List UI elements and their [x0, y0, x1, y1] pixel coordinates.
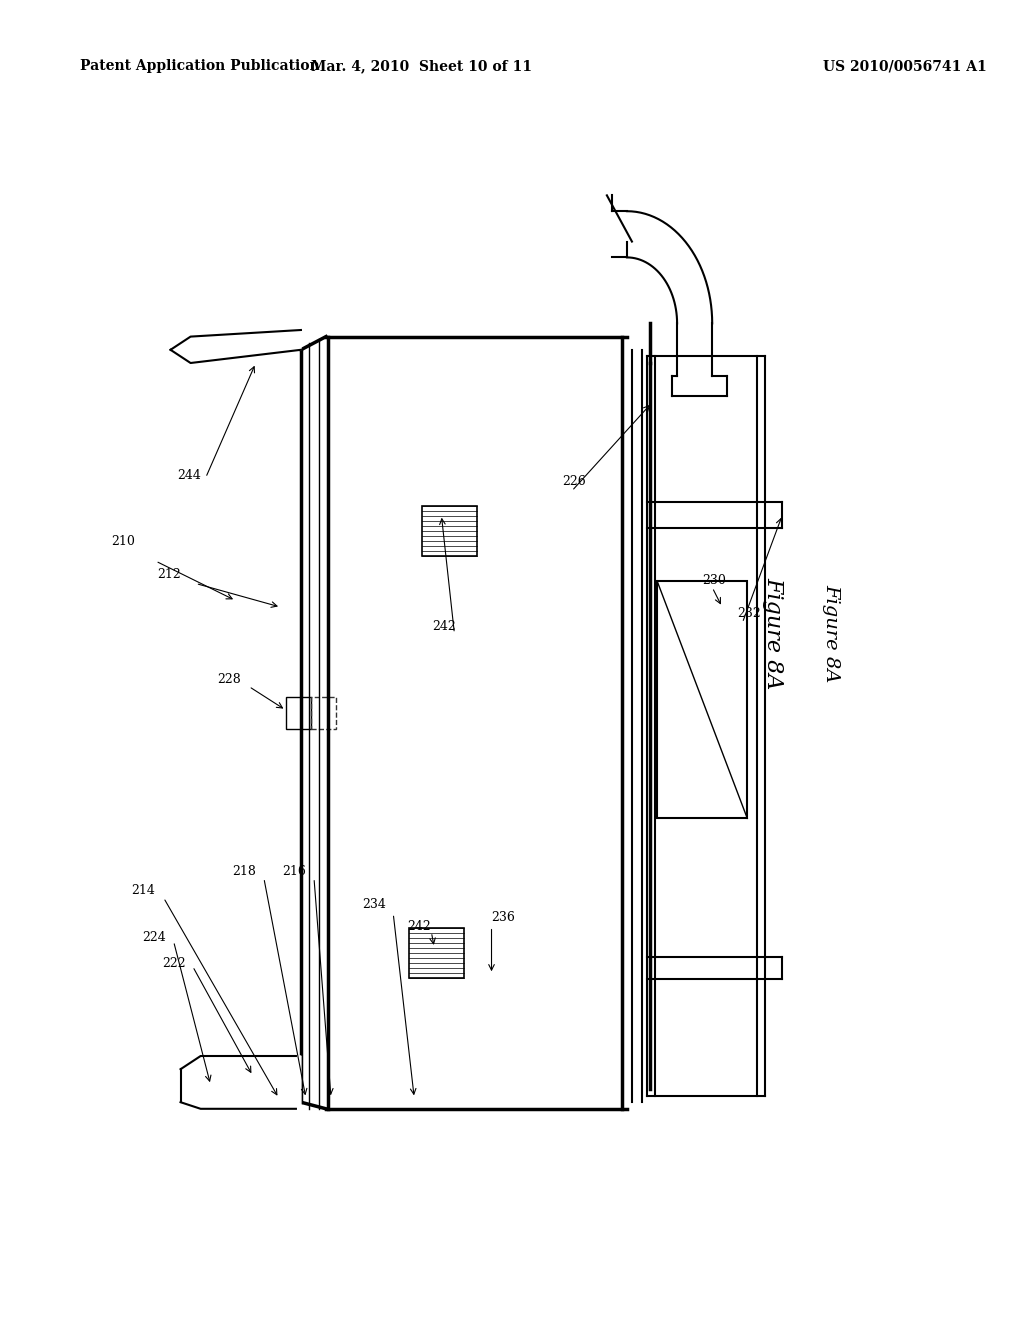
Text: 210: 210	[112, 535, 135, 548]
Text: 216: 216	[282, 865, 306, 878]
Text: 222: 222	[162, 957, 185, 970]
Text: Patent Application Publication: Patent Application Publication	[80, 59, 319, 74]
Bar	[409, 928, 464, 978]
Text: Figure 8A: Figure 8A	[822, 585, 841, 682]
Bar	[311, 697, 336, 729]
Text: 226: 226	[562, 475, 586, 488]
Text: 232: 232	[737, 607, 761, 620]
Text: 236: 236	[492, 911, 515, 924]
Bar	[657, 581, 748, 818]
Text: Figure 8A: Figure 8A	[762, 577, 784, 690]
Text: Mar. 4, 2010  Sheet 10 of 11: Mar. 4, 2010 Sheet 10 of 11	[311, 59, 531, 74]
Bar	[422, 506, 477, 556]
Text: 234: 234	[362, 898, 386, 911]
Text: 244: 244	[177, 469, 201, 482]
Text: 242: 242	[408, 920, 431, 933]
Polygon shape	[171, 330, 301, 363]
Text: US 2010/0056741 A1: US 2010/0056741 A1	[822, 59, 986, 74]
Text: 218: 218	[231, 865, 256, 878]
Bar	[286, 697, 311, 729]
Text: 242: 242	[433, 620, 457, 634]
Text: 228: 228	[217, 673, 241, 686]
Text: 214: 214	[132, 884, 156, 898]
Text: 230: 230	[702, 574, 726, 587]
Text: 212: 212	[157, 568, 180, 581]
Text: 224: 224	[141, 931, 166, 944]
Polygon shape	[180, 1056, 301, 1109]
